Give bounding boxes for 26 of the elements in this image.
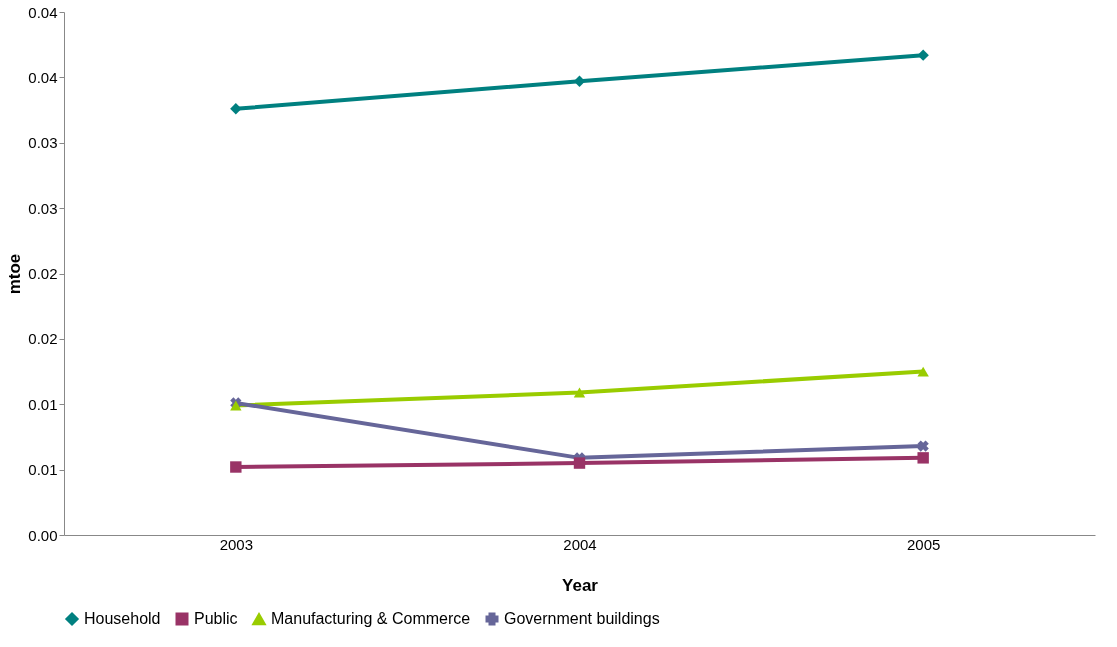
y-tick-label: 0.00 [28, 526, 58, 544]
legend-label: Government buildings [504, 610, 660, 627]
y-tick-label: 0.01 [28, 461, 58, 479]
x-tick-label: 2004 [563, 535, 597, 553]
y-tick-label: 0.04 [28, 68, 58, 86]
y-axis-title: mtoe [5, 253, 25, 295]
y-tick-label: 0.02 [28, 330, 58, 348]
point [230, 103, 242, 115]
y-tick-label: 0.01 [28, 395, 58, 413]
y-tick-label: 0.03 [28, 134, 58, 152]
x-tick-label: 2003 [219, 535, 254, 553]
point [573, 457, 586, 469]
y-tick-label: 0.03 [28, 199, 58, 217]
point [573, 387, 586, 398]
point [917, 366, 929, 377]
x-tick-label: 2005 [906, 535, 941, 553]
point [917, 452, 929, 464]
x-axis-title: Year [562, 575, 599, 595]
point [917, 440, 929, 452]
legend-label: Household [84, 610, 161, 627]
legend-label: Manufacturing & Commerce [271, 610, 471, 628]
legend-label: Public [194, 610, 238, 627]
point [917, 49, 929, 61]
point [230, 461, 242, 473]
y-tick-label: 0.04 [28, 3, 58, 21]
y-tick-label: 0.02 [28, 265, 58, 282]
